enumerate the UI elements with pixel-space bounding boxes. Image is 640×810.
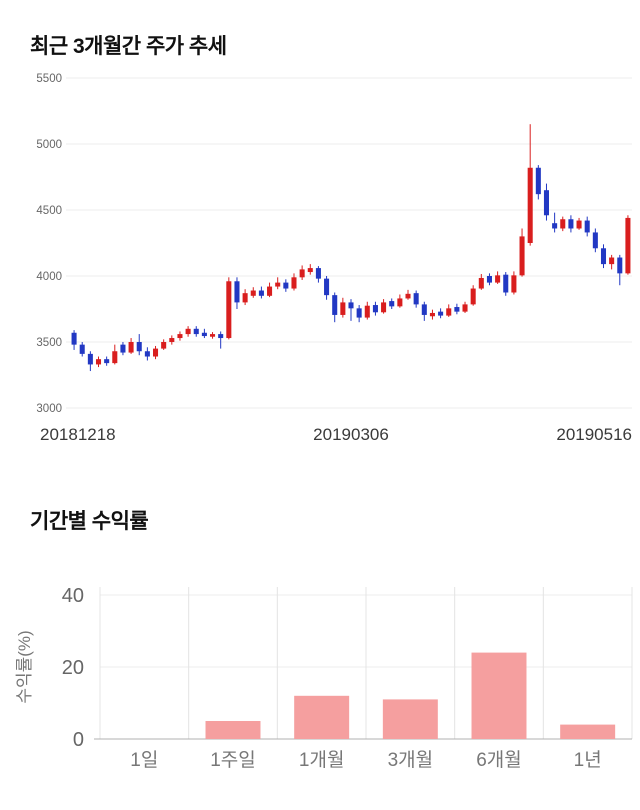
svg-text:5500: 5500 [36, 73, 62, 85]
returns-chart-section: 기간별 수익률 0 20 40 1일 1주일 1개월 3개월 6개월 1년 수익률(%) [0, 455, 640, 793]
returns-chart-title: 기간별 수익률 [30, 510, 149, 533]
svg-text:1개월: 1개월 [299, 749, 345, 771]
svg-text:20: 20 [62, 657, 84, 679]
svg-text:1년: 1년 [574, 749, 602, 771]
svg-text:20190306: 20190306 [313, 425, 389, 444]
svg-text:4000: 4000 [36, 271, 62, 283]
candlestick-chart: 3000 3500 4000 4500 5000 5500 20181218 20190306… [36, 73, 632, 444]
svg-text:20181218: 20181218 [40, 425, 116, 444]
svg-text:40: 40 [62, 585, 84, 607]
price-chart-section: 최근 3개월간 주가 추세 3000 3500 4000 4500 5000 5500 20… [30, 35, 632, 444]
svg-text:1일: 1일 [130, 749, 158, 771]
returns-bar-chart: 0 20 40 1일 1주일 1개월 3개월 6개월 1년 수익률(%) [15, 585, 633, 771]
svg-text:수익률(%): 수익률(%) [15, 630, 34, 703]
svg-text:6개월: 6개월 [476, 749, 522, 771]
svg-text:4500: 4500 [36, 205, 62, 217]
price-chart-title: 최근 3개월간 주가 추세 [30, 35, 227, 58]
svg-text:3500: 3500 [36, 337, 62, 349]
svg-text:3개월: 3개월 [388, 749, 434, 771]
svg-text:5000: 5000 [36, 139, 62, 151]
svg-text:20190516: 20190516 [556, 425, 632, 444]
svg-text:1주일: 1주일 [210, 749, 256, 771]
svg-text:0: 0 [73, 729, 84, 751]
svg-text:3000: 3000 [36, 403, 62, 415]
